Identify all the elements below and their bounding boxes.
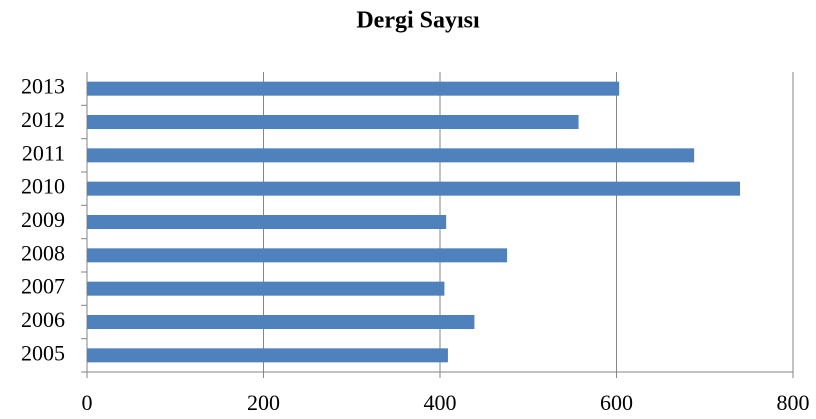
bar <box>87 148 695 163</box>
bar <box>87 215 447 229</box>
bar <box>87 115 579 129</box>
x-tick-label: 200 <box>247 390 280 415</box>
bar <box>87 248 508 263</box>
bar <box>87 81 620 96</box>
bar <box>87 281 445 296</box>
bar <box>87 181 741 196</box>
x-tick-label: 600 <box>600 390 633 415</box>
bar <box>87 348 448 363</box>
y-tick-label: 2005 <box>21 340 65 365</box>
y-tick-label: 2007 <box>21 274 65 299</box>
y-tick-label: 2006 <box>21 307 65 332</box>
y-tick-label: 2009 <box>21 207 65 232</box>
y-tick-label: 2013 <box>21 74 65 99</box>
y-tick-label: 2012 <box>21 107 65 132</box>
y-tick-label: 2008 <box>21 240 65 265</box>
x-tick-label: 400 <box>424 390 457 415</box>
y-tick-label: 2011 <box>22 140 65 165</box>
x-tick-label: 0 <box>82 390 93 415</box>
x-tick-label: 800 <box>777 390 810 415</box>
bar <box>87 315 475 329</box>
y-tick-label: 2010 <box>21 174 65 199</box>
chart-title: Dergi Sayısı <box>356 8 480 34</box>
